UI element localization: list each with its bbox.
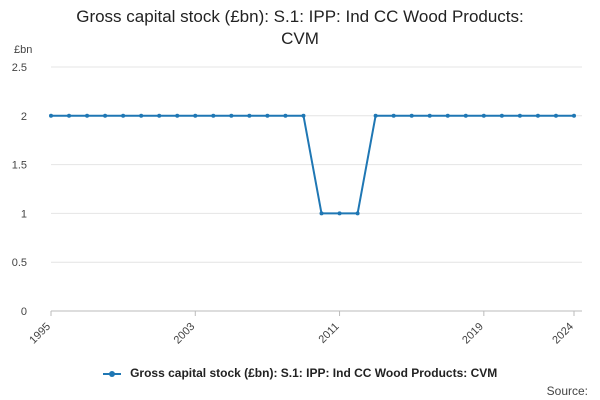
data-point bbox=[67, 113, 72, 118]
data-point bbox=[409, 113, 414, 118]
data-point bbox=[265, 113, 270, 118]
data-point bbox=[301, 113, 306, 118]
y-axis-ticks: 0 0.5 1 1.5 2 2.5 bbox=[12, 62, 27, 318]
data-point bbox=[49, 113, 53, 118]
data-point bbox=[139, 113, 144, 118]
y-tick-label: 1 bbox=[21, 208, 27, 220]
data-point bbox=[121, 113, 126, 118]
chart-title-line-2: CVM bbox=[281, 29, 319, 48]
data-point bbox=[427, 113, 432, 118]
legend-series-label: Gross capital stock (£bn): S.1: IPP: Ind… bbox=[130, 366, 498, 380]
data-point bbox=[337, 211, 342, 216]
x-tick-label: 2019 bbox=[460, 321, 486, 347]
data-point bbox=[553, 113, 558, 118]
data-point bbox=[445, 113, 450, 118]
series-group bbox=[49, 113, 576, 216]
data-point bbox=[211, 113, 216, 118]
data-point bbox=[355, 211, 360, 216]
series-line bbox=[51, 114, 574, 215]
data-point bbox=[85, 113, 90, 118]
data-point bbox=[175, 113, 180, 118]
x-tick-label: 1995 bbox=[27, 321, 53, 347]
y-tick-label: 1.5 bbox=[12, 160, 27, 172]
data-point bbox=[319, 211, 324, 216]
data-point bbox=[535, 113, 540, 118]
data-point bbox=[463, 113, 468, 118]
data-point bbox=[247, 113, 252, 118]
x-tick-label: 2011 bbox=[316, 321, 341, 346]
y-tick-label: 2 bbox=[21, 111, 27, 123]
x-axis: 1995 2003 2011 2019 2024 bbox=[27, 311, 576, 346]
y-tick-label: 0 bbox=[21, 306, 27, 318]
chart-title: Gross capital stock (£bn): S.1: IPP: Ind… bbox=[0, 6, 600, 50]
data-point bbox=[481, 113, 486, 118]
legend-series-swatch bbox=[102, 370, 121, 377]
y-tick-label: 0.5 bbox=[12, 257, 27, 269]
data-point bbox=[103, 113, 108, 118]
data-point bbox=[391, 113, 396, 118]
y-axis-unit-label: £bn bbox=[14, 44, 33, 56]
data-point bbox=[193, 113, 198, 118]
data-point bbox=[517, 113, 522, 118]
data-point bbox=[283, 113, 288, 118]
x-tick-label: 2024 bbox=[550, 321, 576, 347]
y-tick-label: 2.5 bbox=[12, 62, 27, 74]
data-point bbox=[157, 113, 162, 118]
chart-title-line-1: Gross capital stock (£bn): S.1: IPP: Ind… bbox=[76, 7, 524, 26]
x-tick-label: 2003 bbox=[172, 321, 198, 347]
data-point bbox=[229, 113, 234, 118]
data-point bbox=[499, 113, 504, 118]
source-label: Source: bbox=[546, 384, 588, 398]
legend[interactable]: Gross capital stock (£bn): S.1: IPP: Ind… bbox=[0, 366, 600, 380]
data-point bbox=[373, 113, 378, 118]
data-point bbox=[572, 113, 576, 118]
